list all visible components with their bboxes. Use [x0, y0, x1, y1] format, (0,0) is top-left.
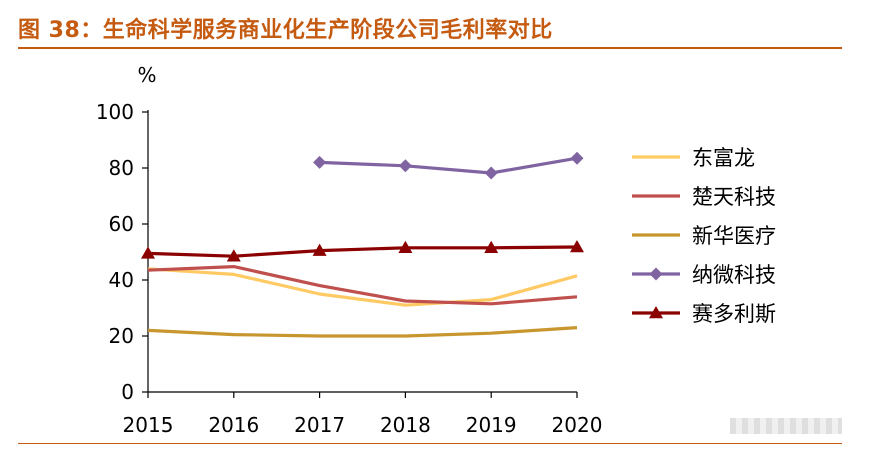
y-tick-label: 20: [109, 324, 134, 348]
x-tick-label: 2019: [466, 413, 517, 437]
series-line-4: [319, 156, 578, 175]
figure-title: 图 38：生命科学服务商业化生产阶段公司毛利率对比: [18, 18, 553, 43]
series-line-2: [147, 265, 578, 306]
y-tick-label: 60: [109, 212, 134, 236]
y-tick-label: 80: [109, 156, 134, 180]
data-point-5: [398, 240, 413, 254]
y-tick-label: 100: [96, 100, 134, 124]
title-divider: [18, 47, 842, 49]
data-point-5: [226, 249, 241, 262]
x-tick-label: 2017: [294, 413, 345, 437]
y-tick-label: 0: [121, 380, 134, 404]
x-tick-label: 2018: [380, 413, 431, 437]
legend-label: 纳微科技: [692, 263, 776, 287]
series-line-5: [147, 245, 578, 258]
x-tick-label: 2020: [552, 413, 603, 437]
series-line-3: [147, 326, 578, 338]
data-point-5: [484, 240, 499, 254]
data-point-4: [484, 166, 498, 180]
watermark-image: [730, 418, 842, 434]
data-point-4: [398, 159, 412, 173]
x-tick-label: 2016: [208, 413, 259, 437]
data-point-4: [313, 155, 327, 169]
data-point-5: [141, 246, 155, 259]
data-point-5: [312, 243, 327, 256]
legend-label: 新华医疗: [692, 224, 776, 248]
footer-divider: [18, 443, 842, 444]
data-point-5: [570, 239, 584, 253]
legend-label: 赛多利斯: [692, 302, 776, 326]
data-point-4: [570, 151, 584, 165]
legend-marker: [649, 306, 663, 319]
legend-label: 东富龙: [692, 146, 755, 170]
x-tick-label: 2015: [123, 413, 174, 437]
series-line-1: [147, 267, 578, 307]
y-tick-label: 40: [109, 268, 134, 292]
legend-marker: [649, 267, 663, 281]
y-axis-label: %: [137, 63, 156, 87]
legend-label: 楚天科技: [692, 185, 776, 209]
